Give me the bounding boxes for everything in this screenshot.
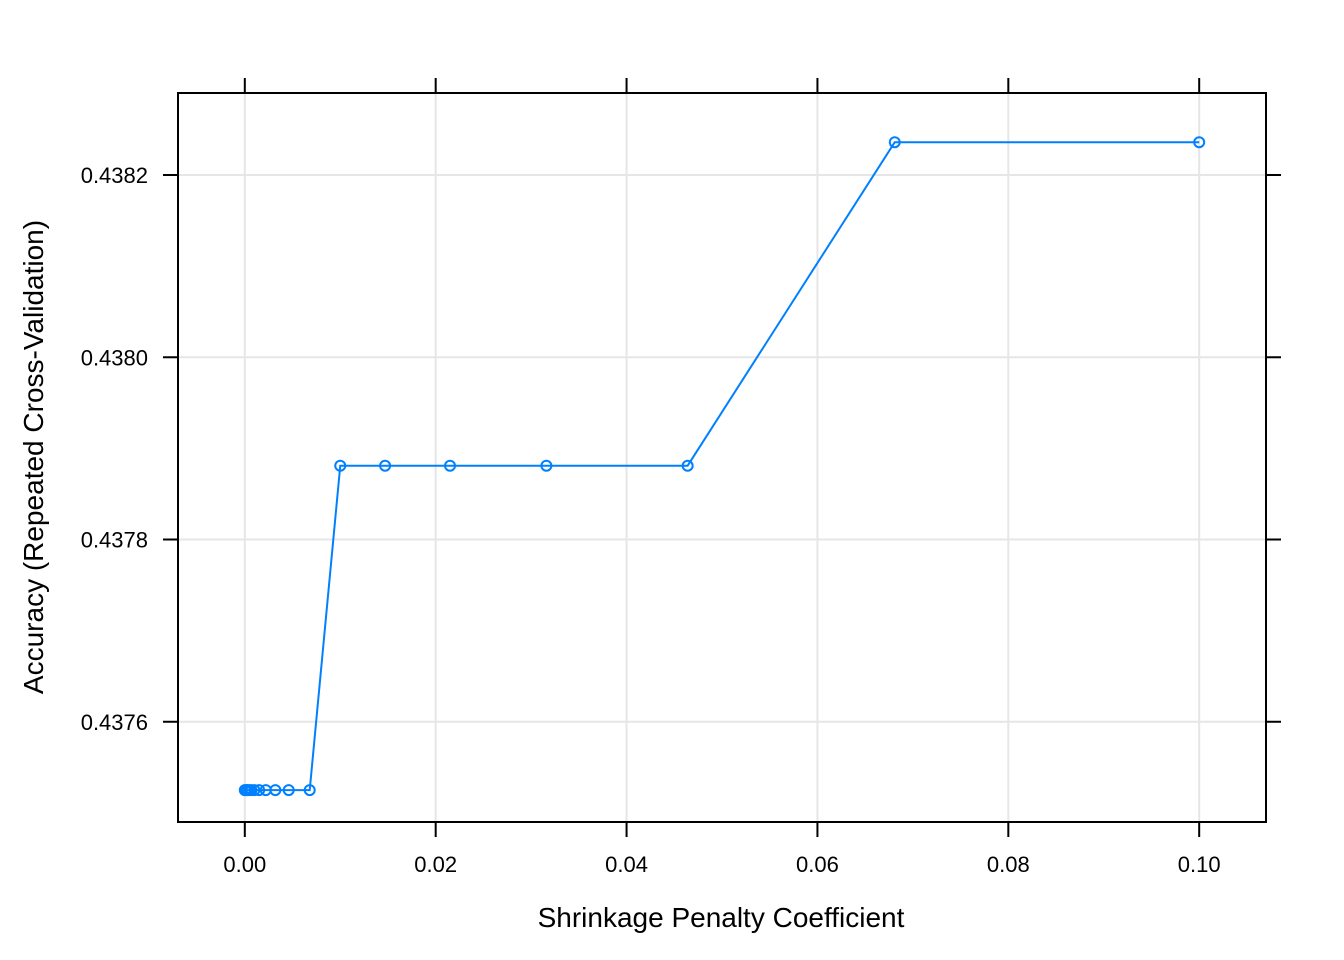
data-point	[269, 784, 282, 797]
data-point	[1193, 136, 1206, 149]
x-tick-label: 0.04	[605, 852, 648, 877]
y-tick-label: 0.4382	[81, 163, 148, 188]
series-line	[244, 141, 1200, 792]
x-tick-label: 0.10	[1178, 852, 1221, 877]
data-point	[303, 784, 316, 797]
axes: 0.00 0.02 0.04 0.06 0.08 0.10 0.4376 0.4378 0.43…	[81, 78, 1281, 877]
data-point	[282, 784, 295, 797]
plot-frame	[177, 92, 1267, 823]
grid-lines	[178, 93, 1266, 822]
y-tick-label: 0.4376	[81, 710, 148, 735]
y-tick-label: 0.4378	[81, 528, 148, 553]
data-point	[888, 136, 901, 149]
y-tick-label: 0.4380	[81, 345, 148, 370]
data-point	[248, 784, 261, 797]
data-point	[540, 459, 553, 472]
data-point	[681, 459, 694, 472]
data-point	[379, 459, 392, 472]
data-point	[334, 459, 347, 472]
data-point	[253, 784, 266, 797]
x-tick-label: 0.06	[796, 852, 839, 877]
x-axis-title: Shrinkage Penalty Coefficient	[538, 902, 905, 933]
data-point	[444, 459, 456, 472]
x-tick-label: 0.02	[414, 852, 457, 877]
x-tick-label: 0.00	[223, 852, 266, 877]
y-axis-title: Accuracy (Repeated Cross-Validation)	[18, 220, 49, 694]
x-tick-label: 0.08	[987, 852, 1030, 877]
series-layer	[238, 136, 1206, 797]
